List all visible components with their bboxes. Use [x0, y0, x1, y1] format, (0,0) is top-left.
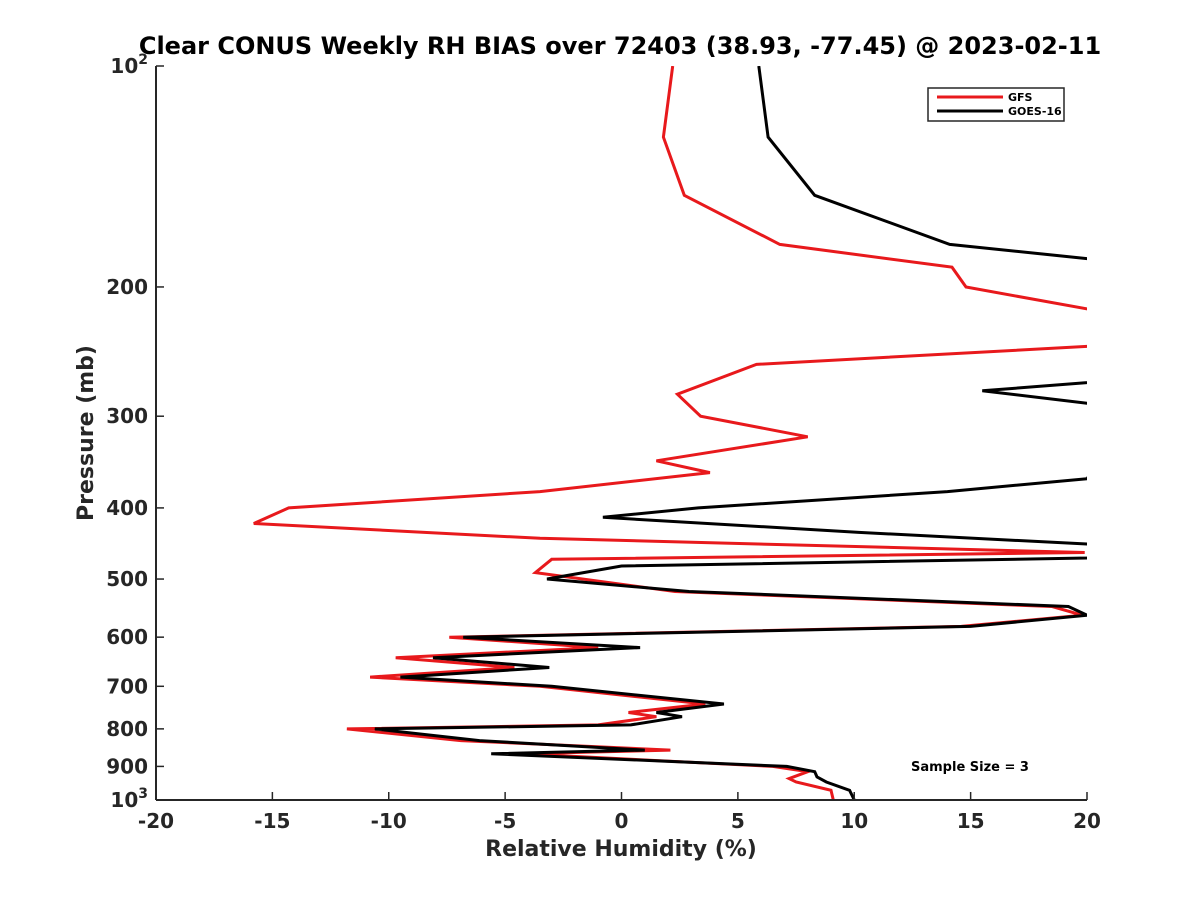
x-tick-label: 10 — [840, 809, 868, 833]
legend-label-goes-16: GOES-16 — [1008, 105, 1062, 118]
legend-box — [927, 87, 1065, 122]
x-tick-label: -5 — [494, 809, 516, 833]
y-tick-label: 200 — [106, 275, 148, 299]
series-layer — [253, 66, 1087, 800]
y-tick-label: 700 — [106, 674, 148, 698]
y-tick-label: 800 — [106, 717, 148, 741]
y-ticks: 102 200 300 400 500 600 700 800 900 103 — [106, 52, 164, 812]
y-tick-label: 900 — [106, 754, 148, 778]
y-tick-label: 300 — [106, 404, 148, 428]
y-tick-label: 103 — [110, 786, 148, 812]
x-axis-label: Relative Humidity (%) — [485, 837, 757, 862]
chart-title: Clear CONUS Weekly RH BIAS over 72403 (3… — [139, 32, 1101, 60]
x-tick-label: -15 — [254, 809, 290, 833]
x-tick-label: 5 — [731, 809, 745, 833]
x-tick-label: 20 — [1073, 809, 1101, 833]
x-tick-label: 15 — [957, 809, 985, 833]
x-tick-label: 0 — [615, 809, 629, 833]
y-axis-label: Pressure (mb) — [74, 345, 99, 521]
series-line-gfs — [253, 66, 1087, 800]
x-tick-label: -10 — [371, 809, 407, 833]
legend-label-gfs: GFS — [1008, 91, 1033, 104]
x-tick-label: -20 — [138, 809, 174, 833]
series-line-goes-16 — [374, 66, 1087, 800]
x-ticks: -20 -15 -10 -5 0 5 10 15 20 — [138, 792, 1101, 833]
y-tick-label: 600 — [106, 625, 148, 649]
sample-size-annotation: Sample Size = 3 — [911, 760, 1029, 775]
y-tick-label: 102 — [110, 52, 148, 78]
y-tick-label: 500 — [106, 567, 148, 591]
legend: GFS GOES-16 — [927, 87, 1065, 122]
y-tick-label: 400 — [106, 496, 148, 520]
